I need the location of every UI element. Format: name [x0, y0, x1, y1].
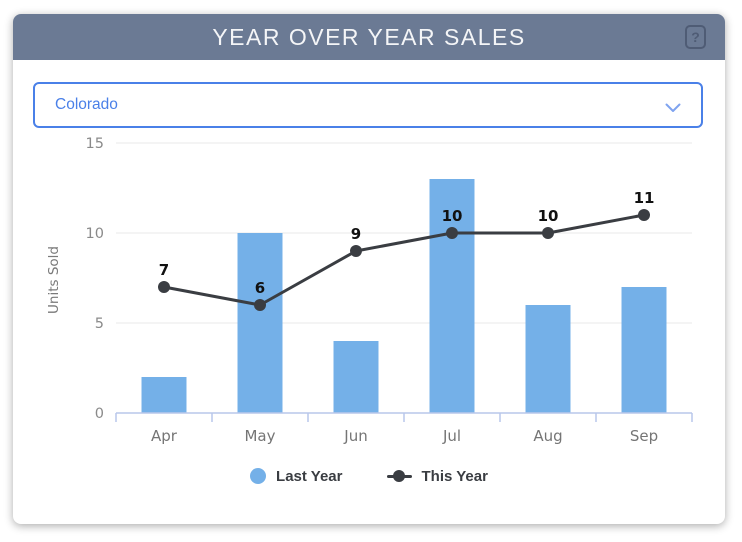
data-label-apr: 7 [159, 261, 169, 279]
this-year-line [162, 213, 646, 307]
data-label-may: 6 [255, 279, 265, 297]
region-select-dropdown[interactable]: Colorado [33, 82, 703, 128]
y-tick-label-5: 5 [95, 316, 104, 332]
legend-label-last-year: Last Year [276, 467, 343, 485]
x-tick-label-apr: Apr [151, 427, 178, 445]
question-mark-icon: ? [691, 29, 700, 45]
y-tick-label-0: 0 [95, 406, 104, 422]
chart-line-series [158, 209, 650, 311]
chart-labels: 7 6 9 10 10 11 [159, 189, 655, 297]
bar-aug[interactable] [525, 305, 571, 413]
chart-legend: Last Year This Year [13, 464, 725, 488]
sales-chart: 0 5 10 15 Units Sold Apr May Jun Jul Aug Sep 7 6 9 1… [46, 136, 693, 445]
x-tick-label-may: May [244, 427, 275, 445]
x-tick-label-jul: Jul [442, 427, 461, 445]
line-point-jun[interactable] [350, 245, 362, 257]
legend-item-last-year[interactable]: Last Year [250, 467, 343, 485]
line-point-apr[interactable] [158, 281, 170, 293]
bar-may[interactable] [237, 233, 283, 413]
x-tick-label-sep: Sep [630, 427, 658, 445]
region-select-value: Colorado [55, 96, 118, 113]
bar-apr[interactable] [141, 377, 187, 413]
chart-gridlines: 0 5 10 15 Units Sold [46, 136, 692, 422]
line-point-sep[interactable] [638, 209, 650, 221]
line-point-aug[interactable] [542, 227, 554, 239]
chart-axes: Apr May Jun Jul Aug Sep [115, 412, 693, 445]
data-label-aug: 10 [538, 207, 559, 225]
last-year-swatch-icon [250, 468, 267, 484]
y-tick-label-10: 10 [86, 226, 104, 242]
line-point-jul[interactable] [446, 227, 458, 239]
data-label-jun: 9 [351, 225, 361, 243]
widget-header: YEAR OVER YEAR SALES ? [13, 14, 725, 60]
bar-sep[interactable] [621, 287, 667, 413]
line-point-may[interactable] [254, 299, 266, 311]
chevron-down-icon [665, 100, 681, 118]
help-button[interactable]: ? [685, 25, 706, 49]
data-label-sep: 11 [634, 189, 655, 207]
data-label-jul: 10 [442, 207, 463, 225]
legend-item-this-year[interactable]: This Year [386, 467, 488, 485]
x-tick-label-aug: Aug [533, 427, 562, 445]
bar-jul[interactable] [429, 179, 475, 413]
legend-label-this-year: This Year [421, 467, 488, 485]
this-year-line-marker-icon [386, 470, 412, 482]
y-tick-label-15: 15 [86, 136, 104, 152]
x-tick-label-jun: Jun [343, 427, 367, 445]
chart-bars [141, 179, 667, 413]
bar-jun[interactable] [333, 341, 379, 413]
widget-title: YEAR OVER YEAR SALES [212, 23, 526, 50]
y-axis-title: Units Sold [46, 246, 62, 314]
year-over-year-sales-widget: YEAR OVER YEAR SALES ? Colorado 0 5 10 15 Un… [13, 14, 725, 524]
